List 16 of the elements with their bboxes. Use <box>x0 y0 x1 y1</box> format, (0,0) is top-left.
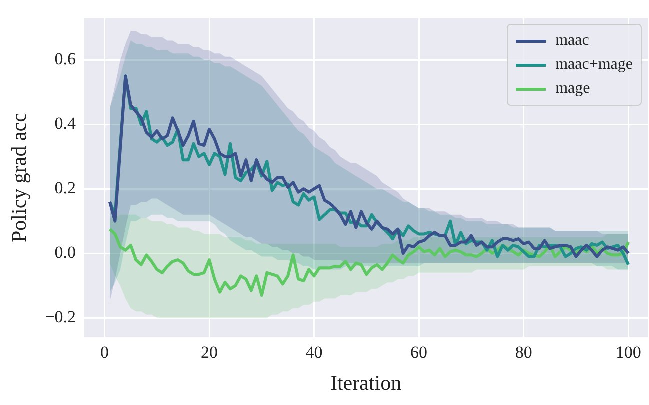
y-tick-label: 0.2 <box>54 178 76 198</box>
legend-label: maac <box>556 32 590 50</box>
x-tick-label: 20 <box>201 343 218 362</box>
legend-label: mage <box>556 80 590 98</box>
y-tick-label: −0.2 <box>45 308 76 327</box>
y-tick-label: 0.6 <box>54 50 76 69</box>
x-axis-title: Iteration <box>330 370 402 395</box>
x-tick-label: 40 <box>306 343 323 362</box>
y-tick-label: 0.0 <box>54 243 76 262</box>
x-tick-label: 80 <box>515 343 532 362</box>
x-tick-label: 60 <box>410 343 428 362</box>
x-tick-label: 0 <box>100 343 109 362</box>
y-axis-title: Policy grad acc <box>7 113 32 243</box>
legend-label: maac+mage <box>556 56 633 74</box>
x-tick-label: 100 <box>616 343 642 362</box>
y-tick-label: 0.4 <box>54 114 77 134</box>
